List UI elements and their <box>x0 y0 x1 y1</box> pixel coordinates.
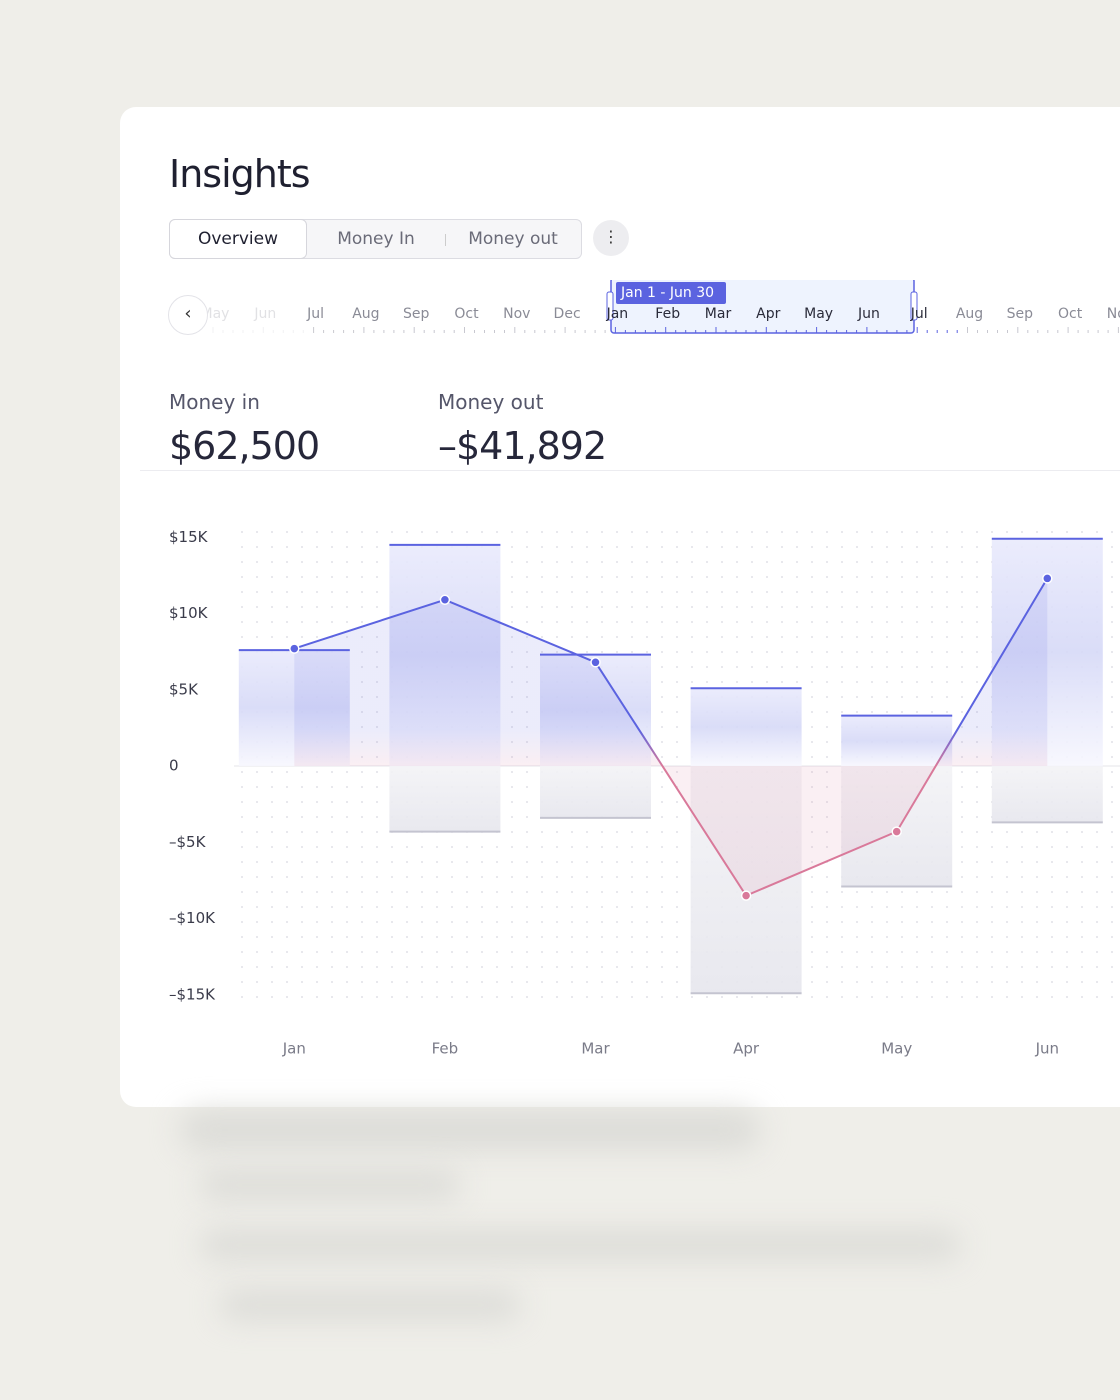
x-tick-label: Apr <box>733 1040 760 1058</box>
timeline-month: Sep <box>1007 306 1034 322</box>
y-tick-label: –$5K <box>169 833 207 851</box>
timeline-month: Nov <box>503 306 530 322</box>
range-handle[interactable] <box>606 291 614 321</box>
summary-label: Money in <box>169 390 260 414</box>
timeline-month: Jun <box>253 306 276 322</box>
range-label: Jan 1 - Jun 30 <box>620 285 714 301</box>
page-title: Insights <box>169 152 311 196</box>
y-tick-label: –$15K <box>169 985 216 1003</box>
timeline-month: Jan <box>606 306 629 322</box>
summary-value: –$41,892 <box>438 424 607 468</box>
summary-value: $62,500 <box>169 424 320 468</box>
x-tick-label: Mar <box>581 1040 610 1058</box>
timeline-month: Oct <box>1058 306 1083 322</box>
x-tick-label: Jun <box>1035 1040 1059 1058</box>
timeline-month: Sep <box>403 306 430 322</box>
line-point <box>590 657 601 668</box>
separator <box>140 470 1120 471</box>
x-tick-label: Feb <box>432 1040 459 1058</box>
timeline-month: Nov <box>1107 306 1120 322</box>
y-tick-label: $10K <box>169 604 209 622</box>
bar <box>389 766 501 832</box>
timeline: Jan 1 - Jun 30 May Jun Jul Aug Sep Oct Nov Dec J… <box>201 280 1120 334</box>
timeline-month: Aug <box>956 306 983 322</box>
timeline-month: May <box>804 306 833 322</box>
timeline-month: Aug <box>352 306 379 322</box>
blurred-row <box>220 1290 520 1320</box>
blurred-row <box>180 1110 760 1150</box>
y-tick-label: 0 <box>169 757 179 775</box>
line-area <box>294 578 1048 896</box>
timeline-month: Jul <box>306 306 324 322</box>
range-handle[interactable] <box>910 291 918 321</box>
tab-bar: Overview Money In Money out <box>169 219 582 259</box>
tab[interactable]: Overview <box>169 219 307 259</box>
timeline-month: Dec <box>554 306 581 322</box>
timeline-month: Apr <box>756 306 780 322</box>
timeline-month: Jul <box>910 306 928 322</box>
divider <box>445 234 446 246</box>
y-tick-label: $15K <box>169 528 209 546</box>
line <box>293 577 1049 897</box>
more-button[interactable]: ⋮ <box>593 220 629 256</box>
line-point <box>891 826 902 837</box>
tab[interactable]: Money In <box>337 229 415 249</box>
timeline-month: Jun <box>857 306 880 322</box>
x-tick-label: Jan <box>282 1040 306 1058</box>
bar <box>841 715 953 766</box>
tab[interactable]: Money out <box>468 229 558 249</box>
y-tick-label: –$10K <box>169 909 216 927</box>
chart: $15K $10K $5K 0 –$5K –$10K –$15K Jan Feb Mar Apr Ma… <box>169 522 1120 1058</box>
line-point <box>1042 573 1053 584</box>
bar <box>991 766 1103 823</box>
bar <box>540 766 651 818</box>
timeline-month: Feb <box>655 306 680 322</box>
timeline-month: Oct <box>454 306 479 322</box>
y-tick-label: $5K <box>169 680 199 698</box>
bar <box>690 688 802 766</box>
range-badge <box>616 282 726 304</box>
summary-label: Money out <box>438 390 544 414</box>
line-point <box>289 643 300 654</box>
line-point <box>439 594 451 606</box>
blurred-row <box>200 1170 460 1200</box>
timeline-month: Mar <box>705 306 732 322</box>
line-point <box>740 890 752 901</box>
prev-button[interactable]: ‹ <box>168 295 208 335</box>
blurred-row <box>200 1230 960 1260</box>
x-tick-label: May <box>881 1040 912 1058</box>
